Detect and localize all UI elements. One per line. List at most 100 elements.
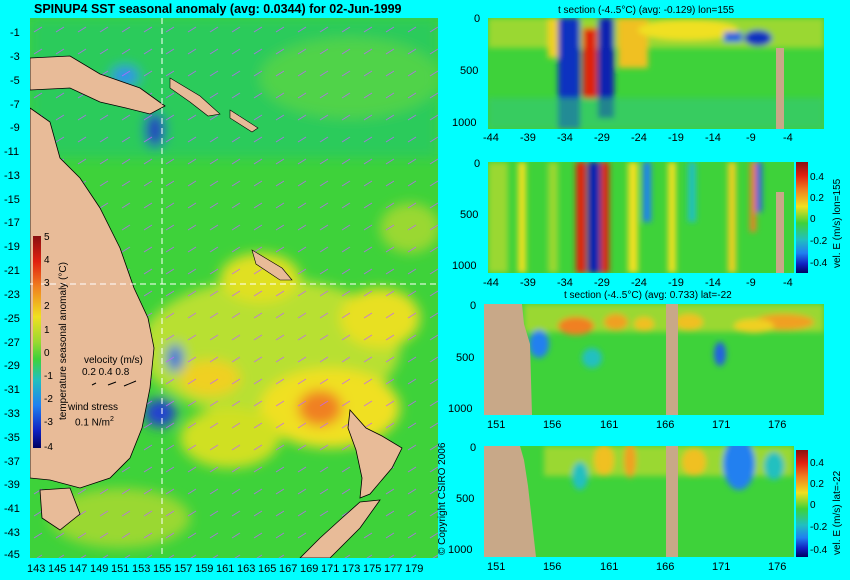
p2-xtick: -44 — [483, 277, 499, 289]
lat-label: -23 — [4, 289, 20, 301]
velocity-legend-values: 0.2 0.4 0.8 — [82, 367, 130, 378]
p3-xtick: 161 — [600, 419, 619, 431]
wind-legend-value: 0.1 N/m2 — [75, 416, 114, 428]
velocity-arrows-icon — [90, 378, 140, 388]
p3-ytick: 500 — [456, 352, 475, 364]
p4-xtick: 166 — [656, 561, 675, 573]
lat-label: -13 — [4, 170, 20, 182]
p2-cbar-tick: 0 — [810, 214, 816, 225]
p2-side-label: vel. E (m/s) lon=155 — [832, 178, 843, 268]
lon-label: 175 — [363, 563, 382, 575]
lat-label: -31 — [4, 384, 20, 396]
p2-cbar-tick: -0.2 — [810, 236, 828, 247]
lon-label: 177 — [384, 563, 403, 575]
velocity-legend-title: velocity (m/s) — [84, 355, 143, 366]
p2-ytick: 0 — [474, 158, 481, 170]
p1-xtick: -19 — [668, 132, 684, 144]
p2-cbar-tick: -0.4 — [810, 258, 828, 269]
lat-label: -37 — [4, 456, 20, 468]
p2-cbar-tick: 0.4 — [810, 172, 824, 183]
p4-side-label: vel. E (m/s) lat=-22 — [832, 470, 843, 555]
temperature-colorbar — [33, 236, 41, 448]
p1-xtick: -24 — [631, 132, 647, 144]
p1-ytick: 0 — [474, 13, 481, 25]
p4-xtick: 171 — [712, 561, 731, 573]
lat-label: -45 — [4, 549, 20, 561]
lat-label: -27 — [4, 337, 20, 349]
velocity-section-lon-panel[interactable] — [488, 162, 794, 273]
lat-label: -43 — [4, 527, 20, 539]
colorbar-tick: 1 — [44, 325, 50, 336]
velocity-colorbar-2 — [796, 450, 808, 557]
lat-label: -29 — [4, 360, 20, 372]
lat-label: -35 — [4, 432, 20, 444]
colorbar-tick: 0 — [44, 348, 50, 359]
lon-label: 149 — [90, 563, 109, 575]
sst-anomaly-map[interactable] — [30, 18, 438, 558]
velocity-section-lat-panel[interactable] — [484, 446, 794, 557]
p1-xtick: -9 — [746, 132, 756, 144]
temp-section-lat-panel[interactable] — [484, 304, 824, 415]
lat-label: -1 — [10, 27, 20, 39]
p4-xtick: 161 — [600, 561, 619, 573]
p1-xtick: -29 — [594, 132, 610, 144]
lat-label: -17 — [4, 217, 20, 229]
lon-label: 155 — [153, 563, 172, 575]
lat-label: -9 — [10, 122, 20, 134]
lat-label: -11 — [4, 146, 20, 158]
p1-xtick: -4 — [783, 132, 793, 144]
p4-xtick: 156 — [543, 561, 562, 573]
p2-xtick: -14 — [705, 277, 721, 289]
lon-label: 159 — [195, 563, 214, 575]
copyright-text: © Copyright CSIRO 2006 — [437, 442, 448, 555]
p2-xtick: -24 — [631, 277, 647, 289]
lon-label: 157 — [174, 563, 193, 575]
panel3-title: t section (-4..5°C) (avg: 0.733) lat=-22 — [564, 290, 732, 301]
p1-xtick: -44 — [483, 132, 499, 144]
p3-xtick: 171 — [712, 419, 731, 431]
p3-ytick: 1000 — [448, 403, 473, 415]
colorbar-tick: -3 — [44, 417, 53, 428]
lat-label: -39 — [4, 479, 20, 491]
p2-xtick: -4 — [783, 277, 793, 289]
velocity-colorbar-1 — [796, 162, 808, 273]
lat-label: -15 — [4, 194, 20, 206]
wind-legend-superscript: 2 — [110, 416, 114, 423]
p2-xtick: -39 — [520, 277, 536, 289]
lat-label: -33 — [4, 408, 20, 420]
lon-label: 169 — [300, 563, 319, 575]
p3-xtick: 156 — [543, 419, 562, 431]
colorbar-tick: 2 — [44, 301, 50, 312]
colorbar-tick: 3 — [44, 278, 50, 289]
wind-legend-unit: 0.1 N/m — [75, 417, 111, 429]
p4-ytick: 0 — [470, 442, 477, 454]
p4-cbar-tick: 0.4 — [810, 458, 824, 469]
lon-label: 147 — [69, 563, 88, 575]
p2-xtick: -9 — [746, 277, 756, 289]
lat-label: -5 — [10, 75, 20, 87]
p1-ytick: 500 — [460, 65, 479, 77]
colorbar-tick: 4 — [44, 255, 50, 266]
temp-section-lon-panel[interactable] — [488, 18, 824, 129]
lon-label: 161 — [216, 563, 235, 575]
lon-label: 179 — [405, 563, 424, 575]
p4-cbar-tick: -0.4 — [810, 545, 828, 556]
p1-ytick: 1000 — [452, 117, 477, 129]
lon-label: 165 — [258, 563, 277, 575]
p2-xtick: -29 — [594, 277, 610, 289]
p2-xtick: -19 — [668, 277, 684, 289]
p4-ytick: 1000 — [448, 544, 473, 556]
lon-label: 153 — [132, 563, 151, 575]
lon-label: 173 — [342, 563, 361, 575]
lon-label: 167 — [279, 563, 298, 575]
p4-cbar-tick: 0 — [810, 500, 816, 511]
p3-ytick: 0 — [470, 300, 477, 312]
p2-xtick: -34 — [557, 277, 573, 289]
lat-label: -25 — [4, 313, 20, 325]
p4-ytick: 500 — [456, 493, 475, 505]
p3-xtick: 151 — [487, 419, 506, 431]
p4-cbar-tick: 0.2 — [810, 479, 824, 490]
p2-ytick: 1000 — [452, 260, 477, 272]
lon-label: 145 — [48, 563, 67, 575]
p4-xtick: 151 — [487, 561, 506, 573]
